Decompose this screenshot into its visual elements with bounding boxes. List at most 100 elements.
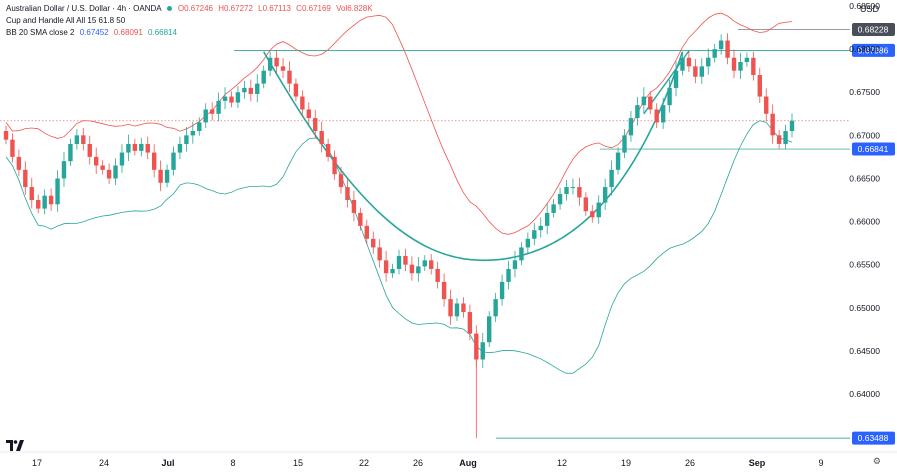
candle-body <box>409 264 415 274</box>
candle-body <box>590 211 595 218</box>
candle-body <box>16 156 22 170</box>
indicator-cup-handle-label: Cup and Handle All All 15 61.8 50 <box>6 16 126 25</box>
candle-body <box>448 299 453 317</box>
candle-body <box>87 143 92 157</box>
candle-body <box>313 118 318 132</box>
candle-body <box>216 100 221 114</box>
candle-body <box>132 143 138 151</box>
symbol-title[interactable]: Australian Dollar / U.S. Dollar · 4h · O… <box>6 4 162 13</box>
candle-body <box>319 131 324 144</box>
candle-body <box>480 342 485 360</box>
candle-body <box>293 83 299 97</box>
ohlc-open: O0.67246 <box>177 4 213 13</box>
x-tick-label: 26 <box>413 458 423 468</box>
candle-body <box>435 268 440 282</box>
candle-body <box>783 131 788 144</box>
candle-body <box>686 57 692 67</box>
candle-body <box>261 70 266 84</box>
level-label: 0.68228 <box>858 24 889 34</box>
candle-body <box>654 109 659 123</box>
candle-body <box>789 120 795 132</box>
candle-body <box>68 143 73 162</box>
price-axis: 0.68500 0.68000 0.67500 0.67000 0.66500 0.660… <box>849 1 880 399</box>
candle-body <box>100 165 105 170</box>
indicator-cup-handle[interactable]: Cup and Handle All All 15 61.8 50 <box>6 16 128 26</box>
candle-body <box>757 75 762 97</box>
candle-body <box>248 87 254 94</box>
candle-body <box>467 312 473 334</box>
candle-body <box>583 197 589 212</box>
settings-gear-icon[interactable]: ⚙ <box>872 456 881 466</box>
candle-body <box>383 260 389 274</box>
level-label-bg <box>852 22 895 36</box>
candle-body <box>287 70 292 84</box>
candle-body <box>300 96 305 110</box>
candle-body <box>209 109 215 114</box>
candle-body <box>55 178 60 205</box>
x-tick-label: 15 <box>293 458 303 468</box>
candle-body <box>577 187 582 198</box>
candle-body <box>151 152 157 170</box>
y-tick-label: 0.65000 <box>849 303 880 313</box>
candle-body <box>274 57 279 67</box>
candle-body <box>267 57 273 71</box>
indicator-bb[interactable]: BB 20 SMA close 2 0.67452 0.68091 0.6681… <box>6 28 180 38</box>
x-tick-label: 12 <box>557 458 567 468</box>
x-tick-label: 9 <box>818 458 823 468</box>
candle-body <box>332 156 337 175</box>
candle-body <box>325 143 331 157</box>
candle-body <box>628 118 634 136</box>
candle-body <box>718 40 724 50</box>
candle-body <box>776 135 782 144</box>
x-tick-label: Jul <box>161 458 174 468</box>
x-tick-label: 22 <box>359 458 369 468</box>
candle-body <box>306 109 312 119</box>
candle-body <box>609 169 614 188</box>
candle-body <box>203 109 208 123</box>
candle-body <box>635 105 640 119</box>
candle-body <box>641 96 647 106</box>
candle-body <box>551 204 556 213</box>
candle-body <box>602 187 608 203</box>
candle-body <box>712 49 717 58</box>
candle-body <box>693 66 698 77</box>
candle-body <box>81 135 86 144</box>
candle-body <box>229 96 234 103</box>
candle-body <box>474 333 479 360</box>
price-levels: 0.68228 0.67986 0.66841 0.63488 <box>234 22 895 445</box>
y-tick-label: 0.65500 <box>849 260 880 270</box>
candle-body <box>422 260 427 267</box>
candle-body <box>738 62 743 71</box>
candle-body <box>667 87 672 106</box>
level-label: 0.63488 <box>858 433 889 443</box>
x-tick-label: 8 <box>230 458 235 468</box>
candle-body <box>158 169 163 183</box>
level-label-bg <box>852 142 895 156</box>
candle-body <box>673 70 679 88</box>
candle-body <box>113 165 118 179</box>
candle-body <box>345 187 350 200</box>
candle-body <box>706 57 711 67</box>
y-tick-label: 0.66500 <box>849 173 880 183</box>
currency-selector[interactable]: USD <box>859 4 879 14</box>
bb-upper-value: 0.68091 <box>113 28 143 37</box>
candle-body <box>93 156 99 166</box>
candle-body <box>177 143 183 153</box>
y-tick-label: 0.64500 <box>849 346 880 356</box>
candle-body <box>744 57 750 63</box>
market-status-icon <box>166 6 172 11</box>
candle-body <box>525 238 531 248</box>
candle-body <box>596 202 601 218</box>
candle-body <box>280 66 286 71</box>
candle-body <box>564 187 569 194</box>
candle-body <box>699 66 705 77</box>
candle-body <box>222 96 228 101</box>
candle-body <box>770 113 775 136</box>
volume: Vol6.828K <box>336 4 373 13</box>
candle-body <box>512 260 518 269</box>
bb-upper-band <box>5 12 793 235</box>
candle-body <box>139 143 144 151</box>
bollinger-bands <box>5 12 793 374</box>
candle-body <box>570 187 576 189</box>
